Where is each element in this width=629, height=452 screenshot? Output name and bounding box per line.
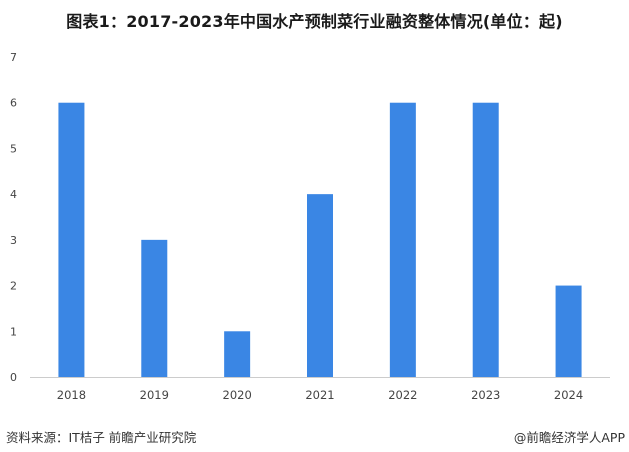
bar-2022: [389, 102, 416, 377]
brand-note: @前瞻经济学人APP: [513, 430, 625, 445]
bar-2024: [555, 285, 582, 377]
y-tick-label: 5: [10, 142, 17, 155]
y-tick-label: 3: [10, 234, 17, 247]
x-tick-label: 2022: [388, 388, 417, 402]
y-axis-ticks: 0 1 2 3 4 5 6 7: [10, 51, 17, 384]
y-tick-label: 2: [10, 280, 17, 293]
bars: [58, 102, 582, 377]
x-tick-label: 2020: [223, 388, 252, 402]
y-tick-label: 7: [10, 51, 17, 64]
y-tick-label: 1: [10, 325, 17, 338]
chart-title: 图表1：2017-2023年中国水产预制菜行业融资整体情况(单位：起): [66, 12, 563, 31]
y-tick-label: 4: [10, 188, 17, 201]
bar-2019: [141, 239, 168, 377]
bar-2021: [307, 194, 333, 377]
x-axis-ticks: 2018 2019 2020 2021 2022 2023 2024: [57, 388, 583, 402]
y-tick-label: 6: [10, 97, 17, 110]
x-tick-label: 2018: [57, 388, 86, 402]
bar-2018: [58, 102, 85, 377]
x-tick-label: 2024: [554, 388, 583, 402]
x-tick-label: 2019: [140, 388, 169, 402]
bar-2020: [224, 331, 251, 377]
bar-2023: [472, 102, 499, 377]
x-tick-label: 2021: [305, 388, 334, 402]
x-tick-label: 2023: [471, 388, 500, 402]
y-tick-label: 0: [10, 371, 17, 384]
source-note: 资料来源：IT桔子 前瞻产业研究院: [6, 430, 197, 445]
